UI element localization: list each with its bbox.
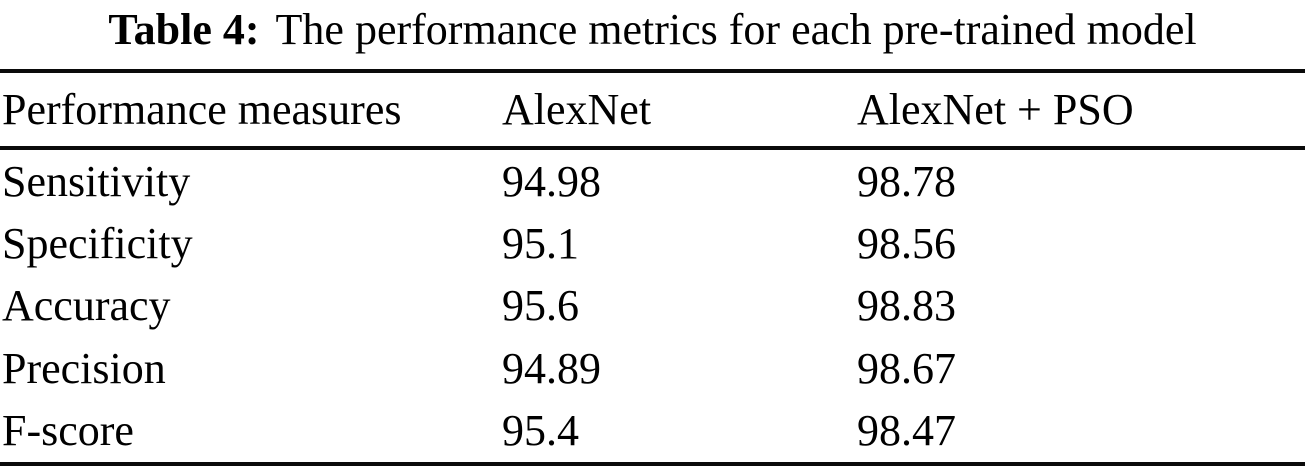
column-header-performance-measures: Performance measures [2,85,402,134]
table-bottom-rule [0,462,1305,466]
table-top-rule [0,69,1305,73]
cell-measure: Sensitivity [2,156,191,206]
cell-alexnet-pso-value: 98.83 [857,281,956,331]
cell-measure: Precision [2,343,166,393]
table-row: Precision 94.89 98.67 [0,337,1305,399]
cell-alexnet-value: 95.6 [502,281,579,331]
column-header-alexnet-pso: AlexNet + PSO [857,85,1134,134]
table-row: F-score 95.4 98.47 [0,400,1305,462]
cell-alexnet-value: 95.4 [502,406,579,456]
cell-measure: F-score [2,406,134,456]
cell-measure: Accuracy [2,281,171,331]
table-row: Specificity 95.1 98.56 [0,212,1305,274]
cell-alexnet-pso-value: 98.67 [857,343,956,393]
table-row: Sensitivity 94.98 98.78 [0,150,1305,212]
table-row: Accuracy 95.6 98.83 [0,275,1305,337]
table-body: Sensitivity 94.98 98.78 Specificity 95.1… [0,150,1305,462]
table-header-row: Performance measures AlexNet AlexNet + P… [0,73,1305,146]
table-caption: Table 4: The performance metrics for eac… [0,0,1305,58]
caption-text: The performance metrics for each pre-tra… [275,4,1197,54]
cell-alexnet-value: 94.89 [502,343,601,393]
column-header-alexnet: AlexNet [502,85,652,134]
table-header-rule [0,146,1305,150]
caption-label: Table 4: [108,4,260,54]
cell-measure: Specificity [2,219,193,269]
cell-alexnet-value: 94.98 [502,156,601,206]
cell-alexnet-pso-value: 98.78 [857,156,956,206]
cell-alexnet-value: 95.1 [502,219,579,269]
cell-alexnet-pso-value: 98.47 [857,406,956,456]
cell-alexnet-pso-value: 98.56 [857,219,956,269]
